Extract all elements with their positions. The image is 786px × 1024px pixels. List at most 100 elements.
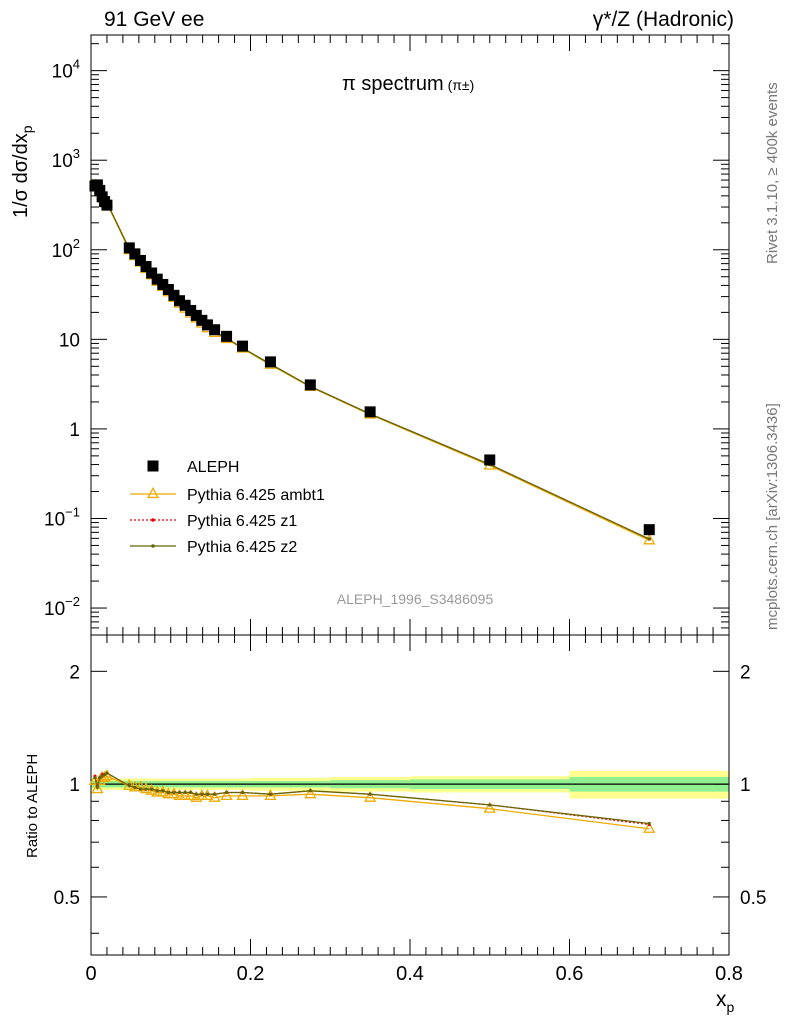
z2-ratio-point xyxy=(205,792,210,796)
z2-ratio-point xyxy=(100,774,104,778)
aleph-data-point xyxy=(179,299,191,311)
ambt1-ratio-point xyxy=(208,790,221,802)
ambt1-ratio-point xyxy=(184,788,197,801)
x-tick-label: 0.4 xyxy=(396,963,424,985)
aleph-data-point xyxy=(221,330,233,342)
z2-ratio-point xyxy=(213,792,217,796)
ambt1-ratio-point xyxy=(201,788,214,801)
ratio-line-ambt1 xyxy=(94,775,650,830)
z2-ratio-point xyxy=(127,784,131,788)
watermark-label: ALEPH_1996_S3486095 xyxy=(337,591,494,607)
aleph-data-point xyxy=(101,199,113,211)
z2-ratio-point xyxy=(488,803,492,807)
series-line-z1 xyxy=(94,183,650,540)
aleph-data-point xyxy=(157,278,169,290)
aleph-data-point xyxy=(168,289,180,301)
x-axis-label: xp xyxy=(716,988,735,1015)
energy-label: 91 GeV ee xyxy=(104,8,205,31)
aleph-data-point xyxy=(134,254,146,266)
ambt1-ratio-point xyxy=(91,782,104,794)
aleph-data-point xyxy=(196,314,208,326)
aleph-data-point xyxy=(174,295,186,307)
ambt1-ratio-point xyxy=(220,788,233,801)
aleph-data-point xyxy=(162,284,174,296)
ratio-plot-frame: 0 0.2 0.4 0.6 0.8 0.5 0.5 1 1 2 2 xyxy=(54,634,766,985)
aleph-data-point xyxy=(304,379,316,391)
ambt1-ratio-point xyxy=(264,788,277,801)
z2-ratio-point xyxy=(138,787,143,791)
legend-label-z1: Pythia 6.425 z1 xyxy=(187,513,297,530)
ambt1-ratio-point xyxy=(139,782,153,794)
aleph-data-point xyxy=(140,261,152,273)
z2-ratio-point xyxy=(183,790,187,795)
x-tick-label: 0.8 xyxy=(715,963,743,985)
y-tick-label: 10 xyxy=(59,330,80,351)
aleph-data-point xyxy=(237,340,249,352)
z2-ratio-point xyxy=(224,790,229,795)
y-tick-label: 10−2 xyxy=(44,594,80,620)
ambt1-ratio-point xyxy=(364,790,377,802)
ambt1-ratio-point xyxy=(483,801,496,813)
legend-marker-z1 xyxy=(151,518,155,522)
ambt1-ratio-point xyxy=(134,780,147,792)
ratio-plot-curves xyxy=(88,769,656,833)
z2-ratio-point xyxy=(161,789,165,793)
y-tick-label: 103 xyxy=(52,146,80,172)
aleph-data-point xyxy=(364,406,376,418)
process-label: γ*/Z (Hadronic) xyxy=(592,8,734,31)
legend-marker-aleph xyxy=(147,460,159,472)
z2-ratio-point xyxy=(172,790,176,795)
z2-ratio-point xyxy=(308,789,312,793)
main-plot-curves xyxy=(88,178,656,545)
aleph-data-point xyxy=(94,184,106,196)
series-line-ambt1 xyxy=(94,184,650,541)
aleph-data-point xyxy=(264,356,276,368)
z2-ratio-point xyxy=(102,773,107,777)
series-line-z2 xyxy=(94,183,650,540)
z2-ratio-point xyxy=(144,787,148,791)
z2-ratio-point xyxy=(150,787,154,791)
z2-ratio-point xyxy=(200,792,204,796)
ratio-y-tick-label: 0.5 xyxy=(54,888,80,909)
aleph-data-point xyxy=(185,304,197,316)
aleph-data-point xyxy=(201,319,213,331)
ratio-y-tick-label-right: 2 xyxy=(740,662,751,683)
ratio-y-tick-label: 2 xyxy=(69,662,80,683)
legend-marker-z2 xyxy=(151,544,155,548)
z2-ratio-point xyxy=(368,792,372,796)
aleph-data-point xyxy=(484,454,496,466)
y-tick-label: 1 xyxy=(69,420,80,441)
legend-label-data: ALEPH xyxy=(187,459,239,476)
z2-ratio-point xyxy=(194,792,198,796)
z2-ratio-point xyxy=(240,790,245,795)
legend-marker-ambt1 xyxy=(146,487,160,499)
z2-ratio-point xyxy=(98,776,102,780)
z2-ratio-point xyxy=(166,790,170,795)
z2-ratio-point xyxy=(268,792,273,796)
y-tick-label: 10−1 xyxy=(44,504,80,530)
z2-ratio-point xyxy=(133,785,137,790)
aleph-data-point xyxy=(129,248,141,260)
ambt1-ratio-point xyxy=(643,821,656,833)
z2-ratio-point xyxy=(155,789,159,793)
main-plot-frame: 10−2 10−1 1 10 102 103 104 xyxy=(44,34,730,636)
aleph-data-point xyxy=(643,524,655,536)
z2-ratio-point xyxy=(177,790,182,795)
z2-point xyxy=(647,537,651,541)
x-tick-label: 0 xyxy=(85,963,96,985)
aleph-data-point xyxy=(91,179,103,191)
z2-ratio-point xyxy=(647,821,651,826)
aleph-data-point xyxy=(123,242,135,254)
x-tick-label: 0.2 xyxy=(237,963,265,985)
ambt1-ratio-point xyxy=(236,788,249,801)
x-tick-label: 0.6 xyxy=(556,963,584,985)
ratio-y-tick-label-right: 0.5 xyxy=(740,888,766,909)
legend: ALEPH Pythia 6.425 ambt1 Pythia 6.425 z1 Py… xyxy=(130,459,325,556)
z2-ratio-point xyxy=(93,776,97,780)
aleph-data-point xyxy=(146,267,158,279)
z2-ratio-point xyxy=(95,785,99,790)
ambt1-point xyxy=(643,533,656,545)
aleph-data-point xyxy=(190,309,202,321)
y-tick-label: 102 xyxy=(52,236,80,262)
